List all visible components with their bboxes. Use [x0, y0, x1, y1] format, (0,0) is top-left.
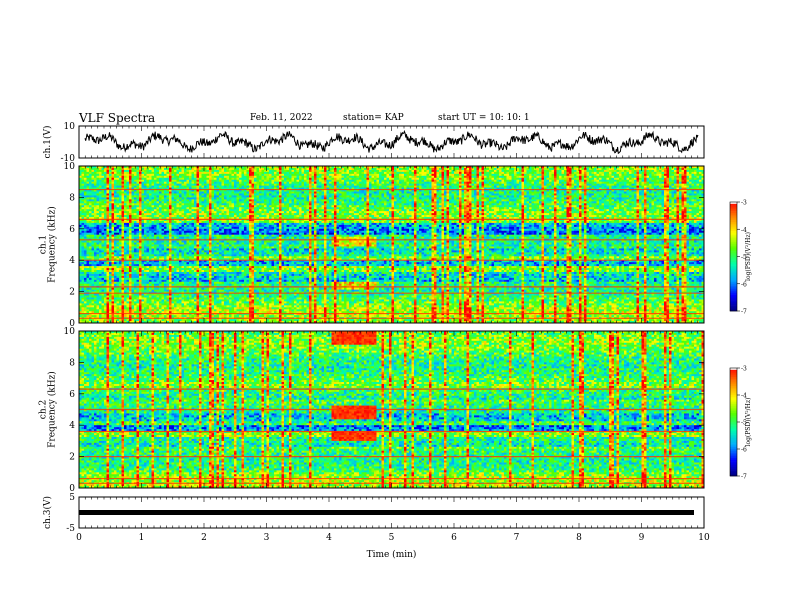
colorbars-layer: -3-4-5-6-7log(PSD)(V²/Hz)-3-4-5-6-7log(P… [730, 200, 752, 481]
y-tick-label: 10 [64, 162, 76, 172]
y-tick-label: 4 [69, 256, 75, 266]
x-tick-label: 0 [76, 533, 82, 543]
plot-canvas: 10-10024681002468105-5ch.1(V)ch.1 Frequen… [0, 0, 792, 612]
y-tick-label: 10 [64, 122, 76, 132]
ch3-ylabel: ch.3(V) [42, 496, 53, 529]
ch1-ylabel: ch.1(V) [42, 126, 53, 159]
x-axis-label: Time (min) [367, 549, 417, 560]
y-tick-label: 4 [69, 421, 75, 431]
x-tick-label: 5 [389, 533, 395, 543]
colorbar-tick-label: -3 [741, 366, 747, 373]
colorbar-tick-label: -6 [741, 281, 747, 288]
x-tick-label: 3 [264, 533, 270, 543]
y-tick-label: 8 [69, 358, 75, 368]
ch1-waveform-panel [85, 131, 698, 153]
y-tick-label: 2 [69, 288, 75, 298]
ch2-spectrogram-panel [79, 331, 704, 488]
x-tick-label: 10 [698, 533, 710, 543]
y-tick-label: 10 [64, 327, 76, 337]
colorbar-tick-label: -7 [741, 309, 747, 316]
colorbar-tick-label: -3 [741, 200, 747, 207]
x-tick-label: 2 [201, 533, 207, 543]
y-tick-label: 6 [69, 390, 75, 400]
y-tick-label: 2 [69, 453, 75, 463]
colorbar-tick-label: -6 [741, 447, 747, 454]
x-tick-label: 9 [639, 533, 645, 543]
ch3-waveform-line [79, 510, 694, 515]
x-tick-label: 4 [326, 533, 332, 543]
ch1-spectrogram-panel [79, 166, 704, 323]
x-tick-label: 6 [451, 533, 457, 543]
y-tick-label: 5 [69, 493, 75, 503]
ch3-waveform-panel [79, 510, 694, 515]
colorbar-tick-label: -7 [741, 474, 747, 481]
colorbar-label: log(PSD)(V²/Hz) [745, 398, 752, 447]
x-tick-label: 7 [514, 533, 520, 543]
ch1-waveform-line [85, 131, 698, 153]
ch2-spec-ylabel: Frequency (kHz) [47, 371, 58, 448]
ch1-spec-ylabel: Frequency (kHz) [47, 206, 58, 283]
colorbar-label: log(PSD)(V²/Hz) [745, 232, 752, 281]
y-tick-label: 6 [69, 225, 75, 235]
y-tick-label: 8 [69, 193, 75, 203]
x-tick-label: 8 [576, 533, 582, 543]
x-tick-label: 1 [139, 533, 145, 543]
y-tick-label: -5 [66, 524, 75, 534]
